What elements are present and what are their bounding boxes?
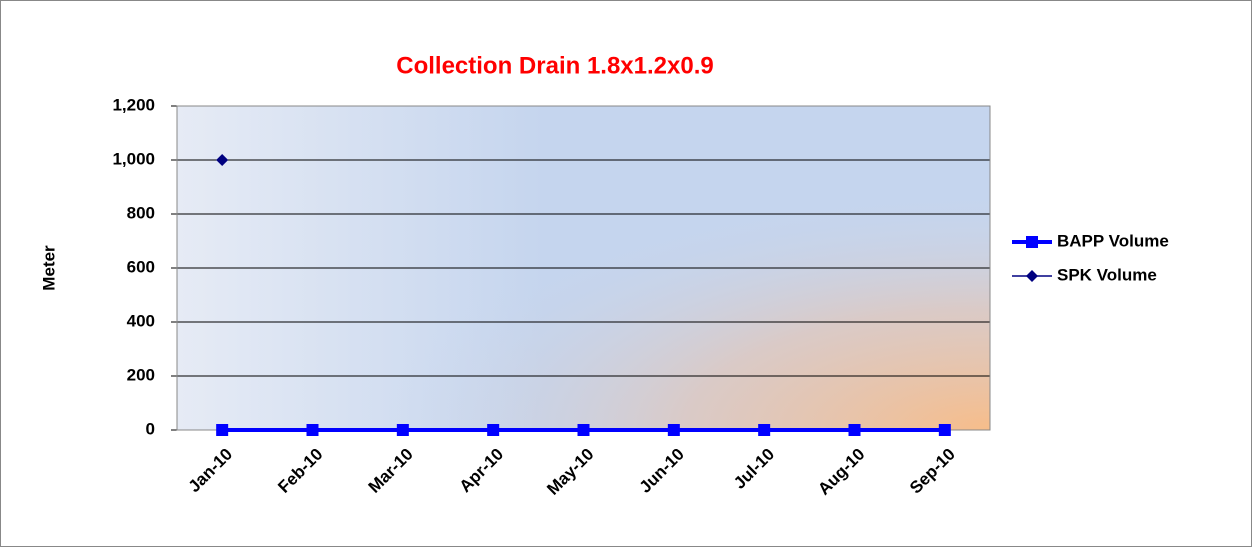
point-marker [758,424,771,436]
point-marker [396,424,409,436]
point-marker [216,424,229,436]
legend-marker [1026,270,1038,282]
point-marker [577,424,590,436]
point-marker [487,424,500,436]
y-tick-label: 0 [146,419,155,438]
point-marker [667,424,680,436]
point-marker [938,424,951,436]
y-tick-label: 800 [127,203,155,222]
point-marker [848,424,861,436]
legend-marker [1026,236,1038,248]
y-tick-label: 200 [127,365,155,384]
y-tick-label: 1,200 [112,95,155,114]
y-tick-label: 400 [127,311,155,330]
legend-label: SPK Volume [1057,265,1157,284]
y-axis-label: Meter [39,245,58,291]
chart-title: Collection Drain 1.8x1.2x0.9 [396,52,713,79]
y-tick-label: 1,000 [112,149,155,168]
point-marker [216,154,229,166]
legend-label: BAPP Volume [1057,231,1169,250]
point-marker [306,424,319,436]
y-tick-label: 600 [127,257,155,276]
